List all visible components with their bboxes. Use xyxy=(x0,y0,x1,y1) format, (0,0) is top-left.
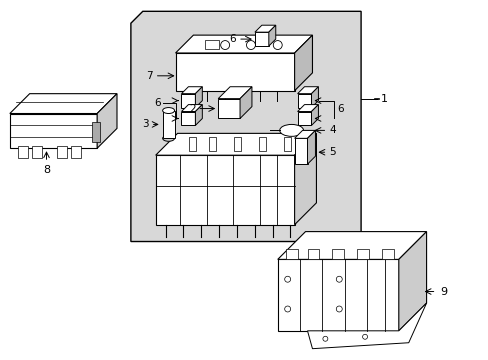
Text: 5: 5 xyxy=(328,147,335,157)
Text: 2: 2 xyxy=(188,104,195,113)
Bar xyxy=(285,249,297,260)
Bar xyxy=(356,249,368,260)
Bar xyxy=(332,249,344,260)
Bar xyxy=(277,260,398,331)
Text: 3: 3 xyxy=(142,120,148,130)
Text: 1: 1 xyxy=(380,94,387,104)
Bar xyxy=(294,138,307,164)
Bar xyxy=(189,137,196,151)
Text: 9: 9 xyxy=(440,287,447,297)
Bar xyxy=(57,146,67,158)
Bar xyxy=(175,53,294,91)
Polygon shape xyxy=(195,105,202,125)
Bar xyxy=(381,249,393,260)
Bar xyxy=(209,137,216,151)
Bar xyxy=(307,249,319,260)
Text: 6: 6 xyxy=(154,98,161,108)
Polygon shape xyxy=(155,133,316,155)
Bar xyxy=(71,146,81,158)
Bar xyxy=(92,122,100,142)
Polygon shape xyxy=(307,303,426,349)
Bar xyxy=(10,113,97,148)
Polygon shape xyxy=(294,35,312,91)
Bar xyxy=(163,111,174,138)
Bar xyxy=(181,94,195,108)
Polygon shape xyxy=(297,105,318,112)
Bar xyxy=(258,137,265,151)
Polygon shape xyxy=(181,105,202,112)
Bar xyxy=(283,137,290,151)
Text: 7: 7 xyxy=(146,71,152,81)
Text: 4: 4 xyxy=(328,125,335,135)
Bar xyxy=(234,137,241,151)
Bar xyxy=(205,40,219,49)
Polygon shape xyxy=(311,105,318,125)
Polygon shape xyxy=(297,87,318,94)
Polygon shape xyxy=(254,25,275,32)
Text: 8: 8 xyxy=(43,165,50,175)
Bar xyxy=(218,99,240,118)
Polygon shape xyxy=(240,87,251,118)
Bar xyxy=(155,155,294,225)
Polygon shape xyxy=(181,87,202,94)
Polygon shape xyxy=(97,94,117,148)
Polygon shape xyxy=(268,25,275,46)
Ellipse shape xyxy=(279,125,303,136)
Polygon shape xyxy=(10,94,117,113)
Polygon shape xyxy=(398,231,426,331)
Polygon shape xyxy=(307,130,315,164)
Polygon shape xyxy=(294,133,316,225)
Bar xyxy=(181,112,195,125)
Bar xyxy=(32,146,41,158)
Bar xyxy=(297,112,311,125)
Ellipse shape xyxy=(163,108,174,113)
Ellipse shape xyxy=(163,135,174,141)
Polygon shape xyxy=(277,231,426,260)
Text: 6: 6 xyxy=(337,104,343,113)
Polygon shape xyxy=(311,87,318,108)
Polygon shape xyxy=(218,87,251,99)
Bar xyxy=(254,32,268,46)
Bar xyxy=(18,146,28,158)
Bar xyxy=(297,94,311,108)
Text: 6: 6 xyxy=(229,34,236,44)
Polygon shape xyxy=(294,130,315,138)
Polygon shape xyxy=(175,35,312,53)
Polygon shape xyxy=(131,11,360,242)
Polygon shape xyxy=(195,87,202,108)
